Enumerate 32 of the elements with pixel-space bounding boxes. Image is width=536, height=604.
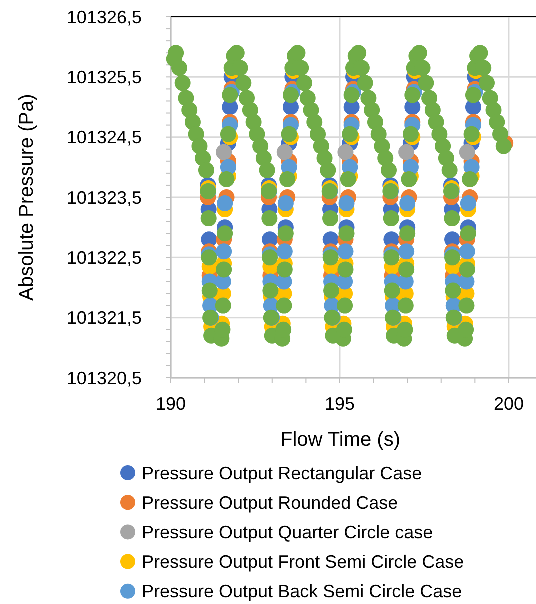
point <box>338 244 354 260</box>
legend-label: Pressure Output Front Semi Circle Case <box>142 552 464 572</box>
x-tick-label: 200 <box>494 394 524 414</box>
legend-label: Pressure Output Rectangular Case <box>142 463 422 484</box>
y-tick-label: 101320,5 <box>66 368 142 388</box>
y-tick-label: 101321,5 <box>66 308 142 328</box>
point <box>338 196 355 212</box>
point <box>217 196 234 212</box>
x-tick-label: 195 <box>324 394 356 414</box>
point <box>398 244 415 260</box>
y-tick-label: 101323,5 <box>66 188 142 208</box>
point <box>216 144 232 160</box>
y-tick-label: 101322,5 <box>66 248 142 268</box>
point <box>276 144 293 160</box>
x-axis-title: Flow Time (s) <box>280 429 400 451</box>
point <box>398 144 415 160</box>
point <box>400 196 416 212</box>
y-tick-label: 101326,5 <box>66 7 142 28</box>
y-tick-label: 101325,5 <box>66 67 142 88</box>
point <box>278 196 294 212</box>
legend-label: Pressure Output Back Semi Circle Case <box>142 582 462 602</box>
y-tick-label: 101324,5 <box>66 128 142 148</box>
x-tick-label: 190 <box>156 394 186 414</box>
point <box>276 244 293 260</box>
point <box>460 196 476 212</box>
point <box>216 244 232 260</box>
legend-label: Pressure Output Quarter Circle case <box>142 522 434 542</box>
point <box>338 144 354 160</box>
y-axis-title: Absolute Pressure (Pa) <box>16 94 38 301</box>
legend-label: Pressure Output Rounded Case <box>142 492 398 513</box>
point <box>459 244 476 260</box>
point <box>459 144 476 160</box>
